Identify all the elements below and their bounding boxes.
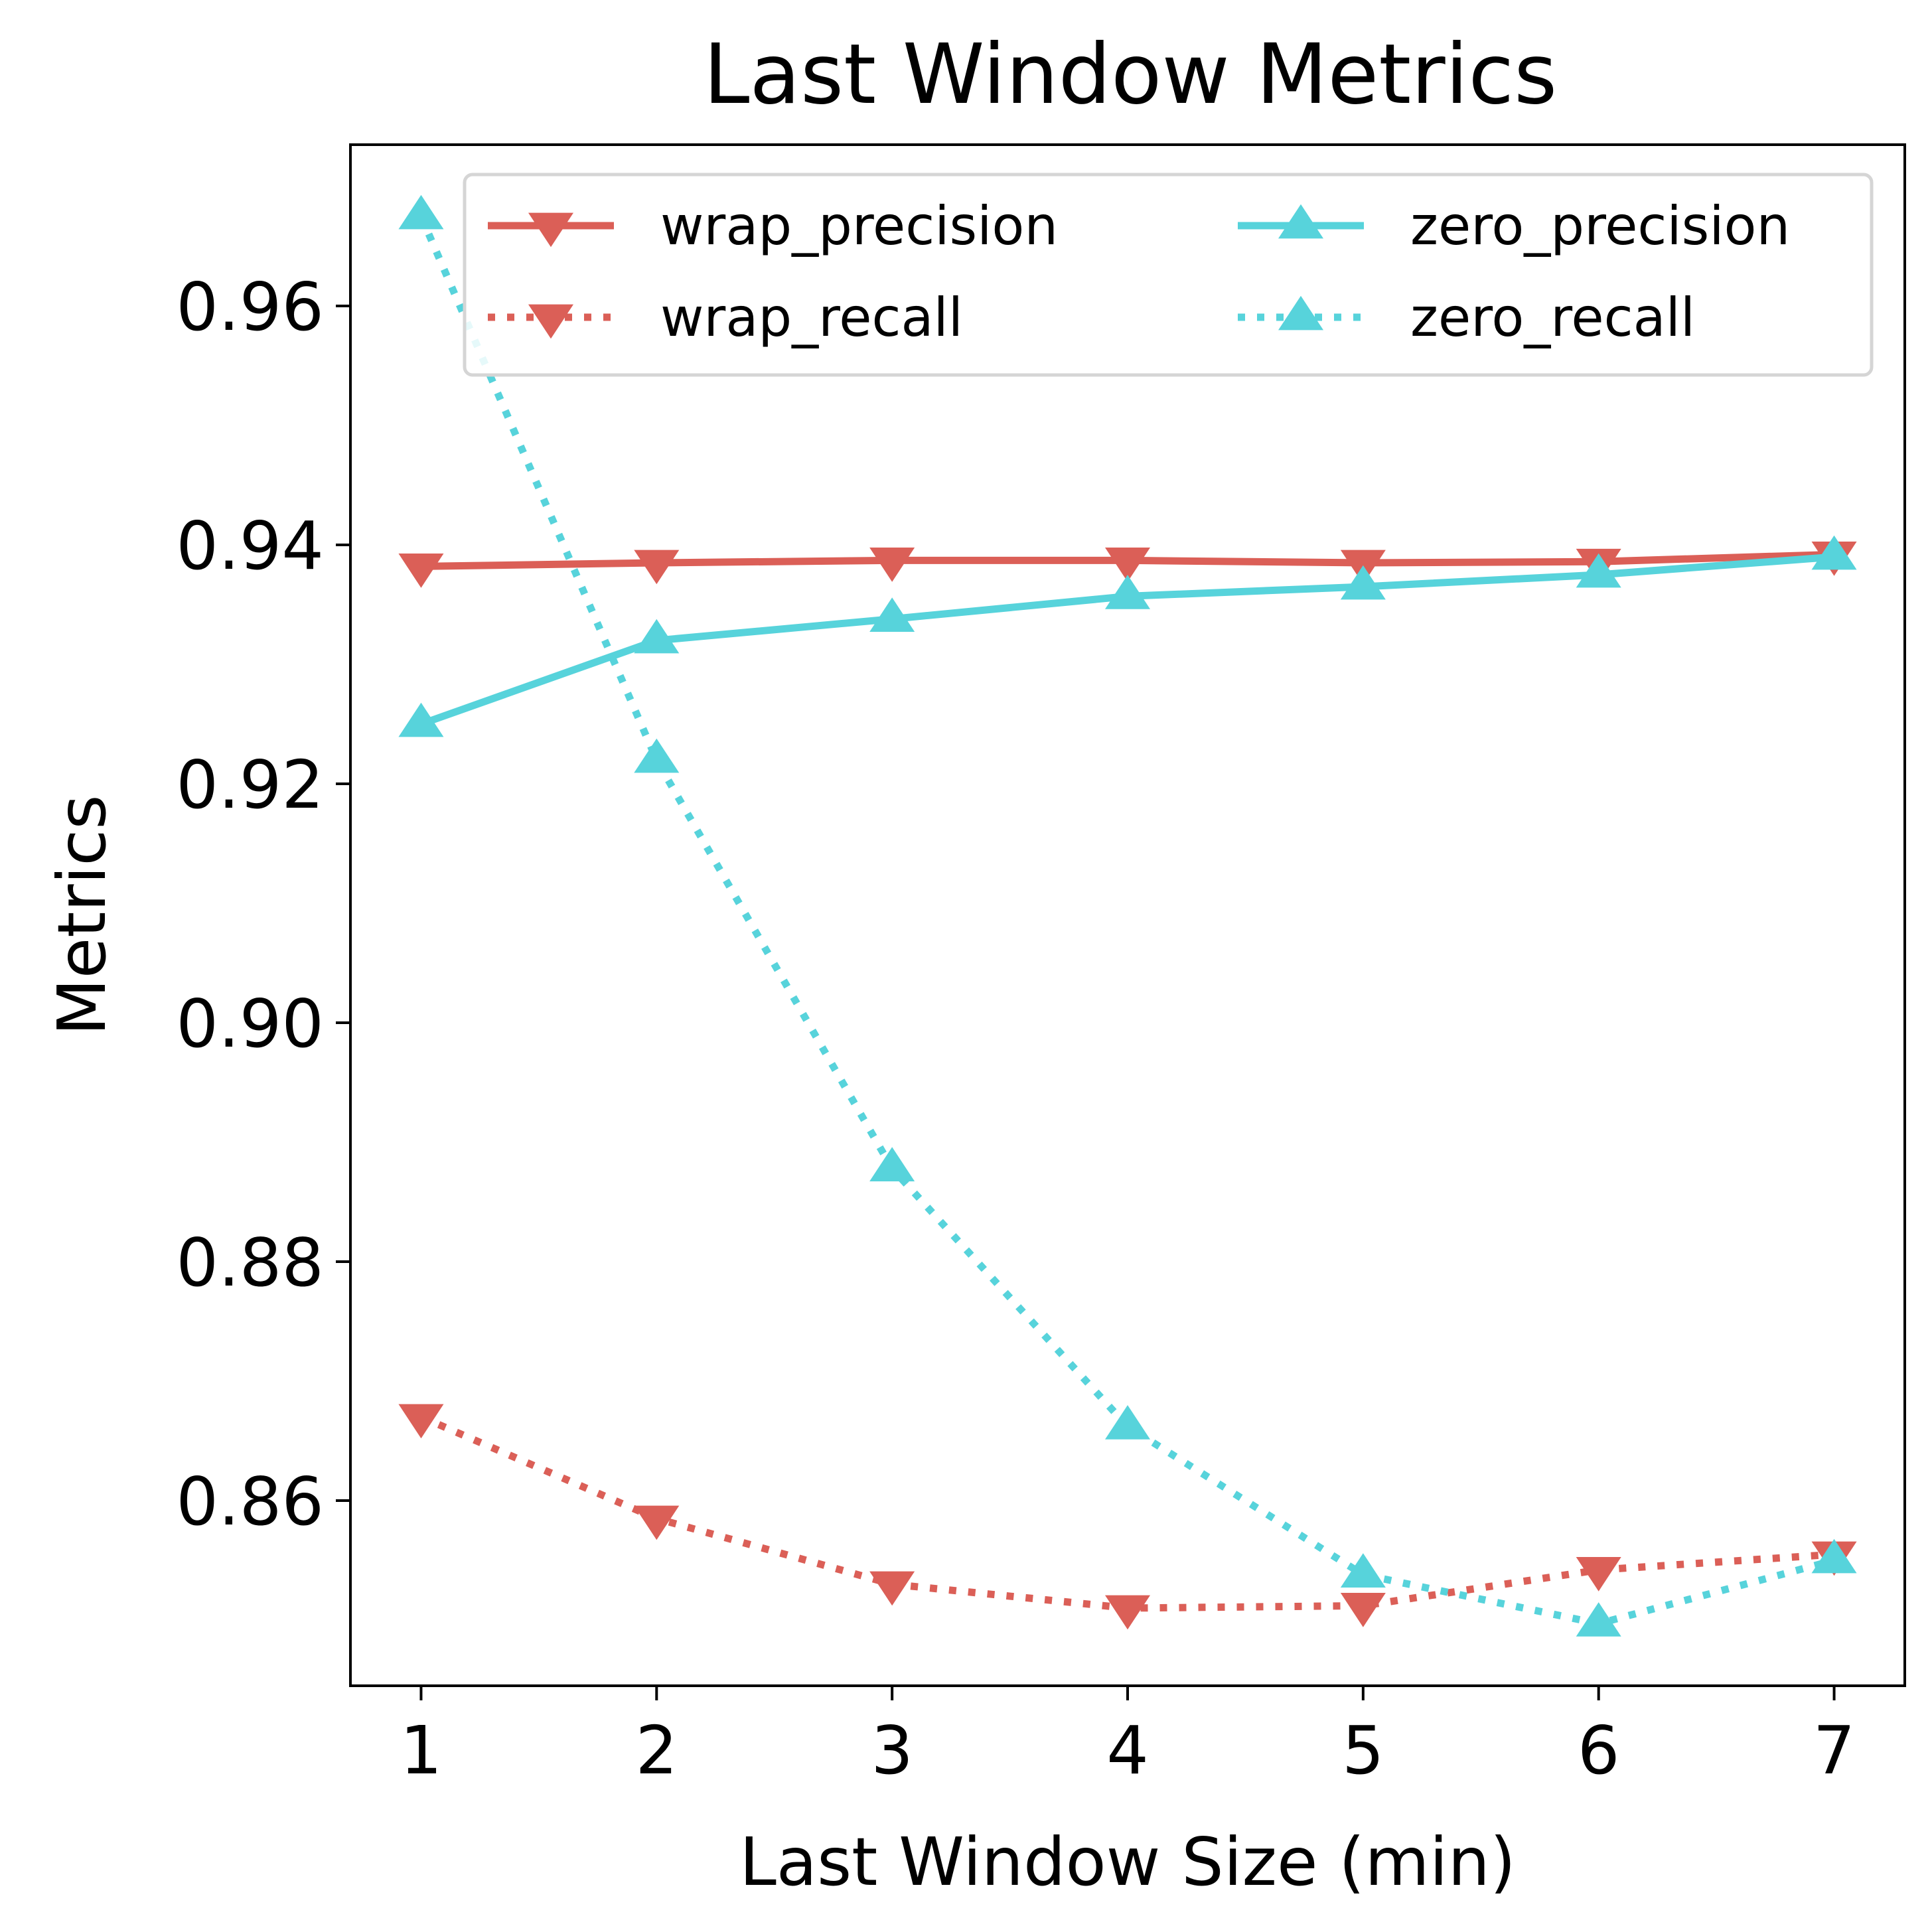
point-wrap-precision-3 (869, 548, 915, 582)
chart-title: Last Window Metrics (704, 27, 1557, 123)
y-tick-label-0-9: 0.90 (176, 985, 324, 1063)
point-zero-recall-1 (398, 194, 444, 230)
x-tick-label-1: 1 (400, 1712, 443, 1789)
point-zero-precision-5 (1340, 565, 1386, 600)
point-zero-precision-4 (1105, 575, 1150, 609)
legend-item-zero-recall: zero_recall (1238, 287, 1695, 348)
point-wrap-recall-5 (1340, 1593, 1386, 1627)
y-axis-label: Metrics (43, 795, 121, 1036)
series-zero-recall (398, 194, 1857, 1637)
legend-marker-zero-recall (1278, 295, 1323, 331)
y-tick-label-0-94: 0.94 (176, 507, 324, 585)
x-tick-label-6: 6 (1578, 1712, 1620, 1789)
legend-box (463, 173, 1874, 377)
legend-marker-wrap-recall (528, 304, 573, 339)
y-tick-label-0-88: 0.88 (176, 1224, 324, 1301)
x-tick-label-5: 5 (1342, 1712, 1384, 1789)
point-wrap-recall-4 (1105, 1595, 1150, 1630)
series-layer (398, 194, 1857, 1637)
y-tick-label-0-96: 0.96 (176, 268, 324, 346)
point-zero-precision-7 (1811, 535, 1857, 570)
point-wrap-precision-2 (634, 550, 680, 585)
series-wrap-recall (398, 1404, 1857, 1630)
legend-label-zero-recall: zero_recall (1410, 287, 1695, 348)
x-tick-label-7: 7 (1813, 1712, 1856, 1789)
x-axis-label: Last Window Size (min) (739, 1823, 1516, 1901)
x-tick-label-4: 4 (1106, 1712, 1149, 1789)
point-wrap-recall-2 (634, 1505, 680, 1540)
point-zero-precision-6 (1576, 553, 1621, 588)
y-tick-label-0-86: 0.86 (176, 1463, 324, 1540)
x-tick-label-2: 2 (635, 1712, 678, 1789)
legend-item-wrap-recall: wrap_recall (488, 287, 963, 348)
point-zero-recall-7 (1811, 1538, 1857, 1574)
legend-label-zero-precision: zero_precision (1410, 195, 1790, 257)
point-wrap-recall-1 (398, 1404, 444, 1439)
point-zero-recall-3 (869, 1147, 915, 1181)
point-wrap-recall-3 (869, 1571, 915, 1606)
legend-marker-zero-precision (1278, 204, 1323, 239)
ticks: 1 2 3 4 5 6 7 0.86 0.88 0.90 0.92 0.94 0.96 (176, 268, 1855, 1789)
legend-item-zero-precision: zero_precision (1238, 195, 1790, 257)
y-tick-label-0-92: 0.92 (176, 746, 324, 824)
series-zero-precision (398, 535, 1857, 737)
x-tick-label-3: 3 (871, 1712, 913, 1789)
point-wrap-precision-1 (398, 554, 444, 588)
point-zero-precision-3 (869, 597, 915, 632)
point-zero-precision-2 (634, 619, 680, 654)
legend: wrap_precision wrap_recall zero_precisionz… (463, 173, 1874, 377)
point-zero-recall-6 (1576, 1602, 1621, 1637)
point-zero-recall-5 (1340, 1553, 1386, 1588)
point-zero-recall-2 (634, 738, 680, 773)
point-wrap-precision-4 (1105, 548, 1150, 582)
point-zero-precision-1 (398, 702, 444, 737)
legend-item-wrap-precision: wrap_precision (488, 195, 1058, 257)
plot-area: 1 2 3 4 5 6 7 0.86 0.88 0.90 0.92 0.94 0.96 (176, 143, 1906, 1789)
point-wrap-recall-6 (1576, 1557, 1621, 1592)
legend-label-wrap-precision: wrap_precision (660, 195, 1058, 257)
legend-label-wrap-recall: wrap_recall (660, 287, 963, 348)
point-zero-recall-4 (1105, 1405, 1150, 1440)
legend-marker-wrap-precision (528, 212, 573, 248)
axes-frame (349, 143, 1906, 1687)
